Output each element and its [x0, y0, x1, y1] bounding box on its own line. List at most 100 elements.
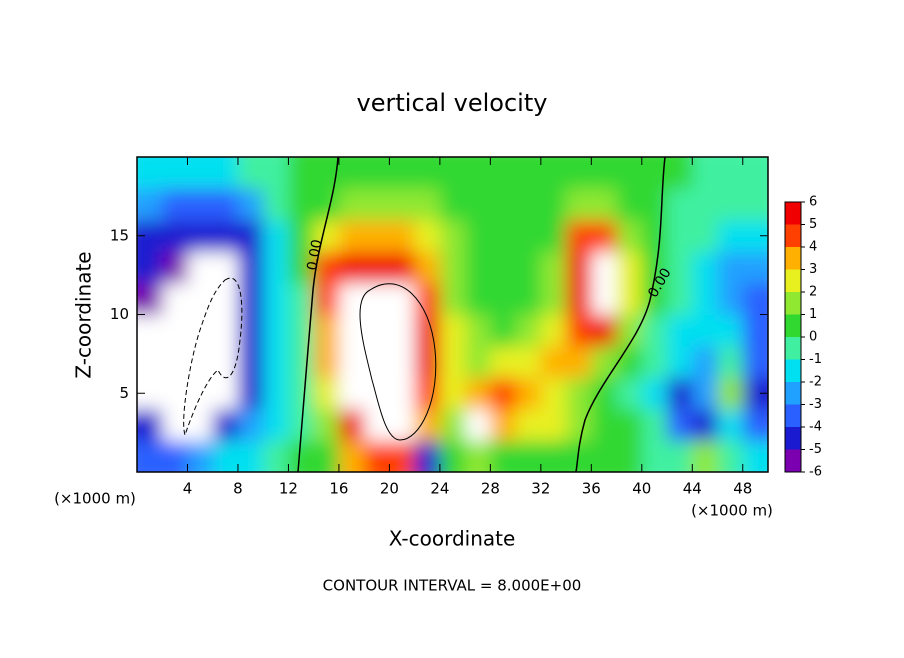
cell: [237, 188, 264, 221]
x-tick-label: 24: [430, 480, 449, 498]
cell: [389, 377, 416, 410]
cell: [515, 283, 542, 315]
cell: [162, 440, 188, 472]
cell: [364, 188, 390, 221]
cell: [237, 157, 264, 189]
cell: [313, 314, 340, 347]
cell: [212, 251, 239, 284]
cell: [389, 283, 416, 315]
cell: [742, 251, 768, 284]
cell: [465, 440, 491, 472]
cell: [237, 346, 264, 378]
cell: [263, 440, 289, 472]
cell: [616, 220, 643, 252]
colorbar-band: [785, 202, 801, 225]
cell: [692, 188, 719, 221]
cell: [439, 377, 466, 410]
cell: [465, 251, 491, 284]
x-tick-label: 40: [632, 480, 651, 498]
cell: [566, 346, 592, 378]
cell: [465, 314, 491, 347]
cell: [263, 157, 289, 189]
cell: [717, 220, 744, 252]
cell: [162, 157, 188, 189]
cell: [490, 409, 517, 441]
cell: [162, 314, 188, 347]
cell: [490, 283, 517, 315]
cell: [465, 283, 491, 315]
cell: [641, 346, 668, 378]
cell: [717, 346, 744, 378]
cell: [338, 157, 365, 189]
x-axis-label: X-coordinate: [389, 527, 516, 551]
cell: [313, 283, 340, 315]
colorbar-label: -3: [809, 397, 822, 412]
cell: [263, 314, 289, 347]
cell: [364, 377, 390, 410]
cell: [414, 440, 441, 472]
cell: [692, 220, 719, 252]
cell: [490, 346, 517, 378]
cell: [439, 157, 466, 189]
cell: [389, 346, 416, 378]
footer: CONTOUR INTERVAL = 8.000E+00: [323, 577, 582, 595]
cell: [616, 283, 643, 315]
cell: [465, 220, 491, 252]
cell: [515, 251, 542, 284]
cell: [490, 157, 517, 189]
cell: [667, 157, 693, 189]
chart-title: vertical velocity: [357, 89, 548, 117]
cell: [313, 440, 340, 472]
cell: [414, 251, 441, 284]
cell: [439, 409, 466, 441]
cell: [692, 283, 719, 315]
cell: [566, 157, 592, 189]
cell: [465, 346, 491, 378]
cell: [566, 188, 592, 221]
cell: [187, 220, 214, 252]
cell: [288, 188, 315, 221]
cell: [515, 188, 542, 221]
cell: [591, 440, 618, 472]
cell: [667, 346, 693, 378]
x-tick-label: 44: [683, 480, 702, 498]
cell: [641, 188, 668, 221]
colorbar-band: [785, 314, 801, 337]
cell: [742, 409, 768, 441]
cell: [313, 377, 340, 410]
cell: [389, 314, 416, 347]
cell: [389, 157, 416, 189]
cell: [439, 283, 466, 315]
cell: [313, 220, 340, 252]
cell: [288, 346, 315, 378]
y-axis-label: Z-coordinate: [72, 251, 96, 378]
colorbar-band: [785, 427, 801, 450]
colorbar-label: 1: [809, 307, 817, 322]
cell: [162, 283, 188, 315]
colorbar-label: -6: [809, 465, 822, 480]
cell: [616, 377, 643, 410]
cell: [742, 440, 768, 472]
cell: [212, 377, 239, 410]
x-unit: (×1000 m): [691, 502, 773, 520]
x-tick-label: 8: [233, 480, 243, 498]
cell: [237, 314, 264, 347]
cell: [313, 346, 340, 378]
cell: [616, 440, 643, 472]
cell: [288, 377, 315, 410]
contour-label: 0.00: [304, 238, 325, 271]
colorbar-band: [785, 292, 801, 315]
x-tick-label: 36: [582, 480, 601, 498]
cell: [641, 409, 668, 441]
cell: [667, 251, 693, 284]
cell: [515, 314, 542, 347]
cell: [212, 283, 239, 315]
x-tick-label: 12: [279, 480, 298, 498]
contour-line: [359, 283, 437, 441]
cell: [465, 377, 491, 410]
cell: [540, 251, 567, 284]
cell: [162, 377, 188, 410]
cell: [616, 314, 643, 347]
cell: [338, 440, 365, 472]
contour-line: [575, 156, 666, 473]
